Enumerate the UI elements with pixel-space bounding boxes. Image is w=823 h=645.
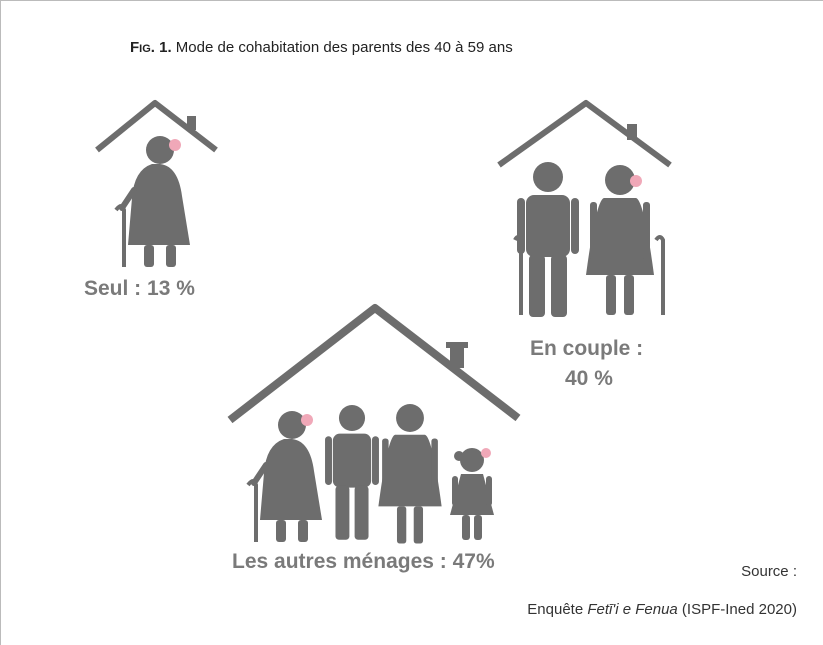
source-prefix: Enquête	[527, 601, 587, 618]
title: Fig. 1. Mode de cohabitation des parents…	[130, 39, 513, 56]
fig-title: Mode de cohabitation des parents des 40 …	[176, 39, 513, 56]
source-label: Source :	[741, 563, 797, 580]
house-couple	[499, 103, 670, 317]
house-alone	[97, 103, 216, 267]
source-text: Enquête Fetī'i e Fenua (ISPF-Ined 2020)	[527, 601, 797, 618]
label-couple-2: 40 %	[565, 367, 613, 390]
label-couple-1: En couple :	[530, 337, 643, 360]
label-others: Les autres ménages : 47%	[232, 550, 495, 573]
source-suffix: (ISPF-Ined 2020)	[678, 601, 797, 618]
fig-label: Fig. 1.	[130, 39, 172, 56]
label-alone: Seul : 13 %	[84, 277, 195, 300]
source-name: Fetī'i e Fenua	[587, 601, 677, 618]
page: Fig. 1. Mode de cohabitation des parents…	[0, 0, 823, 645]
house-others	[230, 308, 518, 544]
